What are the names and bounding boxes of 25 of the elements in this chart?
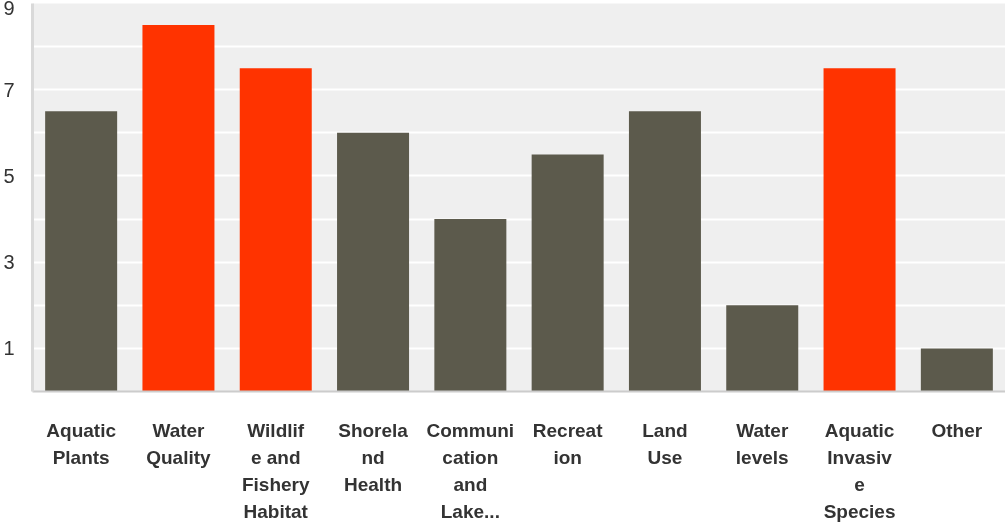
x-tick-label: Other xyxy=(931,419,983,441)
y-tick-label: 3 xyxy=(3,251,15,274)
bar xyxy=(337,132,410,392)
bar xyxy=(920,348,993,392)
bar xyxy=(45,111,118,392)
y-tick-label: 9 xyxy=(3,0,15,19)
y-tick-label: 1 xyxy=(3,337,15,360)
x-tick-label: Recreation xyxy=(532,419,604,468)
x-tick-label: Aquatic Plants xyxy=(46,419,117,468)
bar xyxy=(628,111,701,392)
bar xyxy=(823,68,896,392)
x-tick-label: Shoreland Health xyxy=(338,419,409,496)
y-tick-label: 7 xyxy=(3,78,15,101)
x-tick-label: Wildlife and Fishery Habitat xyxy=(241,419,310,523)
x-tick-label: Aquatic Invasive Species xyxy=(823,419,896,523)
x-tick-label: Land Use xyxy=(642,419,688,468)
bar xyxy=(726,305,799,392)
bar xyxy=(142,25,215,392)
y-tick-label: 5 xyxy=(3,164,15,187)
x-tick-label: Communication and Lake... xyxy=(426,419,515,523)
x-tick-label: Water levels xyxy=(735,419,789,468)
x-tick-label: Water Quality xyxy=(146,419,212,468)
bar xyxy=(434,219,507,392)
bar xyxy=(239,68,312,392)
bar xyxy=(531,154,604,392)
